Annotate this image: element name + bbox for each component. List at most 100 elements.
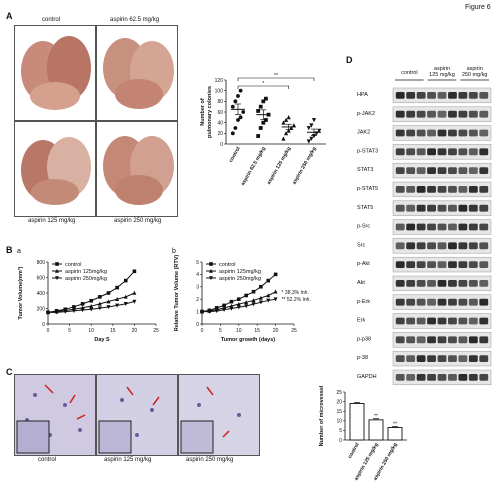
y-axis-label: pulmonary colonies	[207, 86, 213, 138]
blot-band	[448, 336, 457, 344]
y-axis-label: Number of	[200, 98, 206, 126]
series-point	[89, 307, 94, 312]
significance-label: **	[374, 414, 378, 420]
y-tick-label: 25	[336, 390, 342, 396]
blot-protein-label: Akt	[357, 280, 365, 286]
lung-photo-aspirin-250	[96, 121, 178, 217]
blot-band	[427, 261, 436, 268]
blot-band	[468, 298, 478, 306]
blot-band	[468, 186, 478, 193]
y-tick-label: 200	[37, 306, 46, 312]
blot-band	[416, 261, 426, 268]
data-point	[283, 131, 289, 136]
series-point	[266, 293, 271, 298]
series-point	[229, 306, 234, 311]
blot-band	[416, 92, 426, 99]
blot-band	[416, 242, 426, 250]
blot-band	[427, 374, 436, 381]
blot-band	[458, 148, 468, 156]
y-tick-label: 0	[339, 438, 342, 444]
series-point	[244, 304, 249, 309]
series-point	[236, 305, 241, 310]
blot-band	[406, 317, 416, 325]
series-point	[222, 307, 227, 312]
blot-band	[416, 223, 426, 231]
series-point	[80, 308, 85, 313]
blot-band	[458, 186, 468, 193]
blot-band	[448, 298, 457, 306]
data-point	[241, 110, 246, 114]
blot-band	[406, 298, 416, 306]
data-point	[230, 131, 235, 136]
blot-band	[416, 167, 426, 174]
series-point	[251, 289, 256, 294]
series-point	[63, 309, 68, 314]
blot-protein-label: GAPDH	[357, 374, 377, 380]
blot-band	[427, 280, 436, 287]
blot-protein-label: JAK2	[357, 130, 370, 136]
series-point	[123, 278, 128, 283]
series-point	[89, 304, 94, 308]
blot-band	[427, 355, 436, 362]
blot-band	[448, 317, 457, 325]
blot-band	[448, 374, 457, 381]
category-label: aspirin 62.5 mg/kg	[240, 146, 267, 187]
y-tick-label: 600	[37, 275, 46, 281]
blot-band	[395, 167, 405, 174]
panel-b-sub-b: b	[172, 248, 176, 255]
x-tick-label: 5	[68, 328, 71, 334]
series-point	[97, 306, 102, 311]
blot-band	[479, 167, 489, 174]
colonies-chart: 0 20 40 60 80 100 120 Number of pulmonary coloni…	[200, 73, 326, 187]
series-point	[273, 272, 278, 277]
tumor-volume-chart: 0 200 400 600 800 0 5 10 15 20 25 Tumor Volume(mm³)…	[17, 260, 159, 343]
series-point	[115, 303, 120, 308]
blot-band	[416, 355, 426, 362]
blot-band	[416, 186, 426, 193]
blot-band	[395, 148, 405, 156]
blot-band	[416, 374, 426, 381]
data-point	[256, 109, 261, 113]
data-point	[311, 118, 317, 123]
data-point	[306, 139, 311, 144]
category-label: control	[347, 441, 361, 459]
series-point	[273, 297, 278, 302]
x-axis-label: Tumor growth (days)	[221, 337, 275, 343]
blot-band	[448, 92, 457, 99]
blot-band	[448, 186, 457, 193]
blot-band	[395, 298, 405, 306]
ihc-caption-control: control	[38, 457, 57, 463]
data-point	[230, 104, 235, 109]
blot-band	[479, 92, 489, 99]
blot-protein-label: p-STAT5	[357, 186, 378, 192]
series-point	[237, 297, 241, 302]
legend-marker	[209, 268, 213, 273]
y-tick-label: 40	[217, 120, 223, 126]
ihc-photo-aspirin-125	[96, 374, 178, 456]
blot-band	[458, 167, 468, 174]
bar	[387, 427, 403, 441]
blot-band	[468, 336, 478, 344]
blot-band	[458, 204, 468, 212]
x-tick-label: 0	[201, 328, 204, 334]
data-point	[283, 117, 289, 122]
blot-band	[406, 129, 416, 137]
blot-band	[437, 336, 447, 344]
blot-group-label: aspirin	[467, 66, 483, 72]
data-point	[236, 118, 240, 122]
blot-band	[448, 242, 457, 250]
blot-band	[406, 223, 416, 231]
significance-label: *	[262, 81, 264, 87]
blot-protein-label: STAT5	[357, 205, 373, 211]
blot-band	[437, 110, 447, 118]
blot-band	[458, 336, 468, 344]
y-tick-label: 10	[336, 419, 342, 425]
series-point	[132, 299, 137, 304]
series-point	[258, 300, 263, 305]
y-tick-label: 5	[196, 260, 199, 266]
blot-band	[479, 261, 489, 268]
photo-caption-aspirin-250: aspirin 250 mg/kg	[114, 218, 162, 224]
blot-band	[427, 148, 436, 156]
blot-band	[437, 261, 447, 268]
